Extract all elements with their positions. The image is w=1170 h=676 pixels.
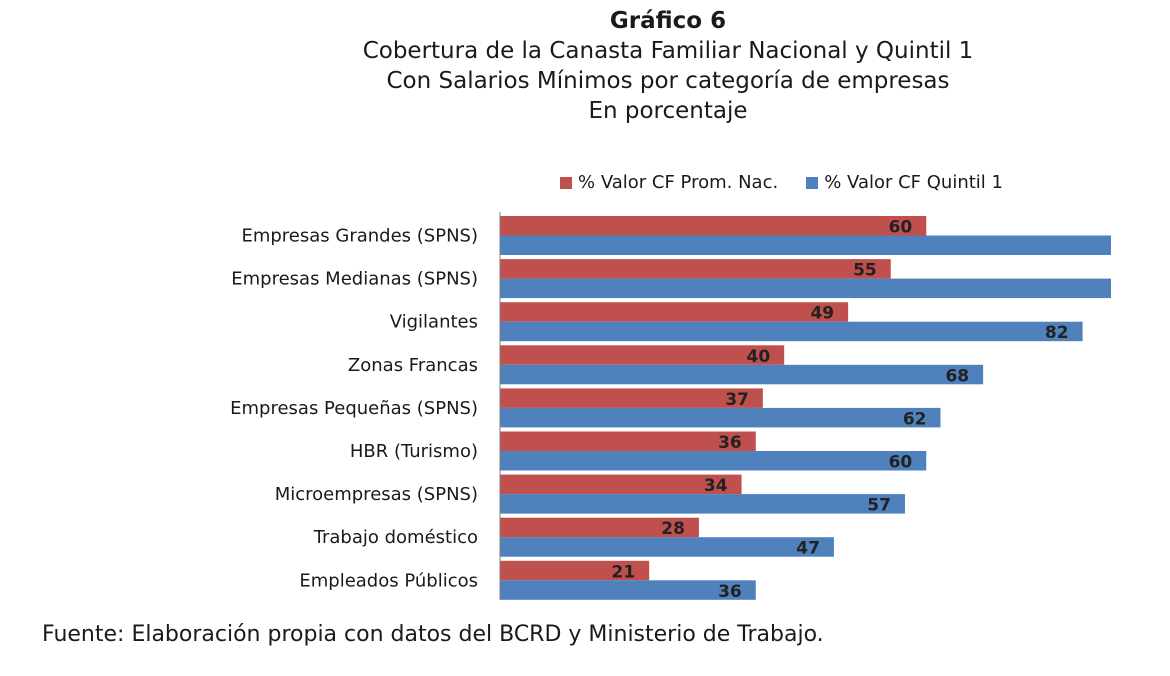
bar-series2 <box>500 407 941 428</box>
category-label: Empleados Públicos <box>299 570 478 591</box>
source-note: Fuente: Elaboración propia con datos del… <box>42 622 824 647</box>
legend-item-series1: % Valor CF Prom. Nac. <box>560 172 778 193</box>
data-label: 47 <box>796 539 820 559</box>
data-label: 62 <box>903 409 927 429</box>
data-label: 60 <box>889 453 913 473</box>
data-label: 57 <box>867 496 891 516</box>
legend-item-series2: % Valor CF Quintil 1 <box>806 172 1003 193</box>
data-label: 21 <box>612 562 636 582</box>
chart-title: Gráfico 6 <box>609 8 727 34</box>
bar-series1 <box>500 302 849 322</box>
bar-series1 <box>500 216 927 236</box>
chart-subtitle-1: Cobertura de la Canasta Familiar Naciona… <box>362 38 974 64</box>
data-label: 28 <box>661 519 685 539</box>
category-label: Empresas Grandes (SPNS) <box>241 226 478 247</box>
data-label: 40 <box>747 347 771 367</box>
legend-swatch-series1 <box>560 176 572 189</box>
data-label: 68 <box>945 366 969 386</box>
bar-series2 <box>500 278 1111 299</box>
data-label: 36 <box>718 582 742 602</box>
legend-swatch-series2 <box>806 176 819 189</box>
category-label: Empresas Medianas (SPNS) <box>231 269 478 290</box>
bar-series1 <box>500 345 785 365</box>
chart-subtitle-2: Con Salarios Mínimos por categoría de em… <box>386 68 950 94</box>
category-label: Microempresas (SPNS) <box>275 484 478 505</box>
data-label: 36 <box>718 433 742 453</box>
category-label: Empresas Pequeñas (SPNS) <box>230 398 478 419</box>
bar-series1 <box>500 560 650 581</box>
legend-label-series1: % Valor CF Prom. Nac. <box>578 172 779 193</box>
bar-series2 <box>500 537 834 557</box>
chart-subtitle-3: En porcentaje <box>588 98 748 124</box>
legend-label-series2: % Valor CF Quintil 1 <box>824 172 1003 193</box>
data-label: 37 <box>725 390 749 410</box>
chart-legend: % Valor CF Prom. Nac. % Valor CF Quintil… <box>560 172 1080 193</box>
bar-series2 <box>500 321 1083 342</box>
bar-series1 <box>500 431 756 451</box>
bar-series1 <box>500 259 891 279</box>
chart-title-block: Gráfico 6 Cobertura de la Canasta Famili… <box>235 6 1101 126</box>
category-label: Zonas Francas <box>348 355 478 376</box>
bar-series1 <box>500 517 699 538</box>
bar-series2 <box>500 451 927 471</box>
bar-series2 <box>500 364 984 385</box>
data-label: 49 <box>810 304 834 324</box>
data-label: 34 <box>704 476 728 496</box>
data-label: 55 <box>853 261 877 281</box>
bar-series1 <box>500 388 763 408</box>
category-label: Trabajo doméstico <box>313 527 478 548</box>
data-label: 82 <box>1045 323 1069 343</box>
bar-series2 <box>500 235 1111 255</box>
bar-series2 <box>500 494 905 514</box>
category-label: Vigilantes <box>390 312 478 333</box>
bar-series1 <box>500 474 742 495</box>
category-label: HBR (Turismo) <box>350 441 478 462</box>
bar-series2 <box>500 580 756 600</box>
data-label: 60 <box>889 218 913 238</box>
